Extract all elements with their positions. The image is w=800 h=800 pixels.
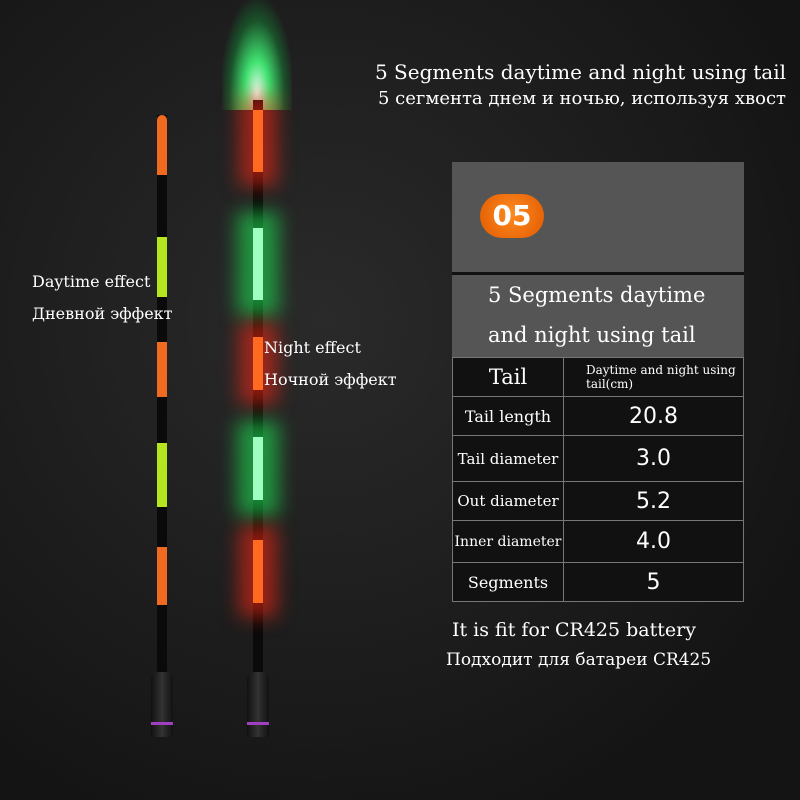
segment-orange [157, 547, 167, 605]
table-header: Tail Daytime and night using tail(cm) [452, 357, 744, 397]
heading-ru: 5 сегмента днем и ночью, используя хвост [377, 88, 786, 109]
segment-green-glow [253, 437, 263, 500]
segment-red-glow [253, 110, 263, 172]
row-key: Segments [452, 562, 564, 602]
daytime-label-ru: Дневной эффект [32, 304, 173, 323]
row-value: 5.2 [563, 481, 744, 521]
segment-green-glow [253, 228, 263, 300]
row-key: Inner diameter [452, 520, 564, 563]
segment-orange [157, 115, 167, 175]
card-title-line2: and night using tail [488, 323, 696, 347]
night-label-ru: Ночной эффект [264, 370, 397, 389]
night-label-en: Night effect [264, 338, 361, 357]
float-base [247, 672, 269, 737]
table-row: Tail length 20.8 [452, 396, 744, 436]
night-float-tail [253, 100, 263, 675]
row-value: 4.0 [563, 520, 744, 563]
daytime-float-tail [157, 115, 167, 675]
segment-red-glow [253, 540, 263, 603]
card-header: 05 [452, 162, 744, 275]
segment-orange [157, 342, 167, 397]
spec-table: Tail Daytime and night using tail(cm) Tai… [452, 357, 744, 602]
row-key: Tail length [452, 396, 564, 436]
segment-green [157, 443, 167, 507]
row-key: Tail diameter [452, 435, 564, 482]
header-tail: Tail [452, 357, 564, 397]
badge: 05 [480, 194, 544, 238]
card-title-line1: 5 Segments daytime [488, 283, 706, 307]
row-value: 20.8 [563, 396, 744, 436]
header-value: Daytime and night using tail(cm) [563, 357, 744, 397]
footer-en: It is fit for CR425 battery [452, 619, 696, 641]
table-row: Segments 5 [452, 562, 744, 602]
table-row: Tail diameter 3.0 [452, 435, 744, 482]
row-value: 3.0 [563, 435, 744, 482]
row-value: 5 [563, 562, 744, 602]
card-title: 5 Segments daytime and night using tail [452, 275, 744, 357]
row-key: Out diameter [452, 481, 564, 521]
heading-en: 5 Segments daytime and night using tail [374, 60, 786, 84]
daytime-label-en: Daytime effect [32, 272, 151, 291]
table-row: Inner diameter 4.0 [452, 520, 744, 563]
float-base [151, 672, 173, 737]
segment-green [157, 237, 167, 297]
table-row: Out diameter 5.2 [452, 481, 744, 521]
segment-red-glow [253, 337, 263, 390]
footer-ru: Подходит для батареи CR425 [446, 650, 712, 670]
green-tip-glow [222, 0, 292, 110]
